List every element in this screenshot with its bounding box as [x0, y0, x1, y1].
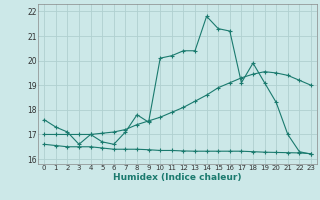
X-axis label: Humidex (Indice chaleur): Humidex (Indice chaleur) [113, 173, 242, 182]
